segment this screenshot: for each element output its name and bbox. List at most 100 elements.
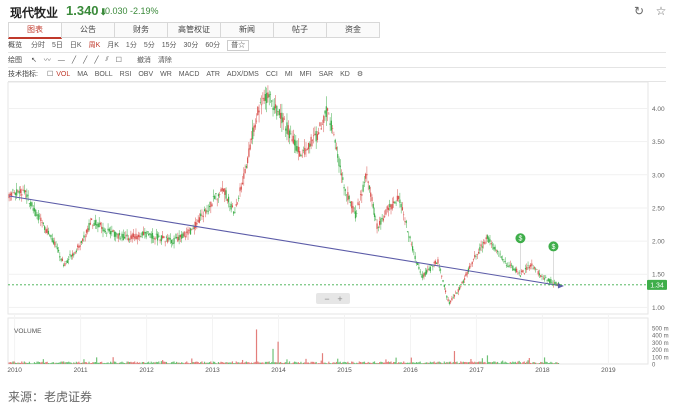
indicator-atr[interactable]: ATR: [206, 70, 220, 78]
volume-bar: [80, 362, 83, 364]
trendline[interactable]: [9, 195, 560, 287]
candle-body: [486, 235, 489, 239]
candle-body: [222, 188, 225, 192]
volume-bar: [483, 362, 485, 364]
tab-executives[interactable]: 高管权证: [167, 22, 221, 38]
volume-bar: [554, 363, 556, 364]
volume-bar: [245, 361, 247, 364]
zoom-out-icon[interactable]: −: [324, 294, 329, 304]
candle-body: [252, 127, 254, 140]
tab-announcements[interactable]: 公告: [61, 22, 115, 38]
volume-bar: [455, 361, 457, 364]
indicator-cci[interactable]: CCI: [265, 70, 278, 78]
tab-news[interactable]: 新闻: [220, 22, 274, 38]
adjust-dropdown[interactable]: 普☆: [227, 39, 250, 51]
volume-bar: [78, 361, 80, 364]
volume-bar: [260, 362, 263, 364]
candle-body: [64, 263, 66, 266]
indicator-sar[interactable]: SAR: [318, 70, 334, 78]
period-60min[interactable]: 60分: [205, 42, 221, 49]
period-5min[interactable]: 5分: [143, 42, 155, 49]
period-intraday[interactable]: 分时: [31, 42, 45, 49]
candle-body: [504, 261, 506, 263]
period-weekly[interactable]: 周K: [88, 42, 101, 49]
indicator-adx[interactable]: ADX/DMS: [226, 70, 259, 78]
rectangle-tool-icon[interactable]: ☐: [115, 57, 122, 64]
volume-bar: [244, 362, 246, 364]
y-tick-label: 4.00: [652, 106, 665, 113]
tab-financials[interactable]: 财务: [114, 22, 168, 38]
candle-body: [311, 140, 313, 141]
candle-body: [446, 295, 448, 298]
candle-body: [287, 125, 289, 135]
indicator-wr[interactable]: WR: [160, 70, 172, 78]
period-5day[interactable]: 5日: [52, 42, 63, 49]
volume-bar: [299, 363, 301, 364]
indicator-kd[interactable]: KD: [340, 70, 350, 78]
volume-bar: [230, 362, 232, 364]
indicator-rsi[interactable]: RSI: [119, 70, 132, 78]
candle-body: [408, 236, 410, 238]
volume-bar: [509, 361, 511, 364]
segment-tool-icon[interactable]: ╱: [94, 57, 99, 64]
volume-bar: [437, 361, 439, 364]
volume-bar: [557, 362, 560, 364]
undo-button[interactable]: 撤消: [136, 57, 151, 64]
candle-body: [531, 263, 533, 266]
volume-bar: [301, 363, 303, 364]
gear-icon[interactable]: ⚙: [356, 71, 364, 78]
volume-bar: [389, 362, 391, 364]
x-tick-label: 2018: [535, 367, 550, 374]
candle-body: [451, 298, 453, 301]
parallel-tool-icon[interactable]: ⫽: [105, 56, 109, 63]
indicator-boll[interactable]: BOLL: [94, 70, 113, 78]
indicator-obv[interactable]: OBV: [138, 70, 154, 78]
clear-button[interactable]: 清除: [157, 57, 172, 64]
candle-body: [229, 205, 231, 207]
volume-bar: [343, 361, 345, 364]
refresh-icon[interactable]: ↻: [633, 4, 645, 18]
volume-bar: [250, 362, 253, 364]
period-1min[interactable]: 1分: [125, 42, 137, 49]
indicator-macd[interactable]: MACD: [178, 70, 200, 78]
volume-bar: [446, 361, 448, 364]
tab-posts[interactable]: 帖子: [273, 22, 327, 38]
candle-body: [521, 270, 523, 273]
volume-bar: [259, 362, 261, 364]
volume-bar: [399, 362, 401, 364]
ray-tool-icon[interactable]: ╱: [83, 57, 88, 64]
volume-bar: [93, 362, 95, 364]
zoom-in-icon[interactable]: +: [337, 294, 342, 304]
indicator-ma[interactable]: MA: [77, 70, 88, 78]
indicator-vol[interactable]: VOL: [56, 70, 71, 78]
volume-bar: [498, 363, 500, 364]
indicator-checkbox[interactable]: ☐: [46, 71, 54, 78]
volume-bar: [358, 361, 360, 364]
period-daily[interactable]: 日K: [69, 42, 82, 49]
volume-bar: [532, 361, 534, 364]
volume-bar: [411, 362, 414, 364]
volume-bar: [88, 361, 90, 364]
volume-bar: [55, 362, 57, 364]
candle-body: [189, 228, 192, 235]
polyline-tool-icon[interactable]: 〰: [43, 57, 51, 64]
tab-chart[interactable]: 图表: [8, 22, 62, 39]
cursor-tool-icon[interactable]: ↖: [31, 57, 37, 64]
tab-capital[interactable]: 资金: [326, 22, 380, 38]
indicator-mfi[interactable]: MFI: [299, 70, 312, 78]
horizontal-line-icon[interactable]: —: [57, 56, 65, 64]
candle-body: [14, 192, 17, 195]
candle-body: [30, 202, 32, 206]
volume-bar: [149, 363, 151, 364]
indicator-mi[interactable]: MI: [284, 70, 293, 78]
period-30min[interactable]: 30分: [183, 42, 199, 49]
volume-bar: [535, 362, 537, 364]
volume-bar: [65, 362, 67, 364]
candle-body: [410, 243, 412, 245]
period-monthly[interactable]: 月K: [107, 42, 119, 49]
line-tool-icon[interactable]: ╱: [71, 57, 77, 64]
volume-bar: [533, 362, 535, 364]
star-icon[interactable]: ☆: [655, 4, 667, 18]
volume-bar: [17, 362, 19, 364]
period-15min[interactable]: 15分: [161, 42, 177, 49]
